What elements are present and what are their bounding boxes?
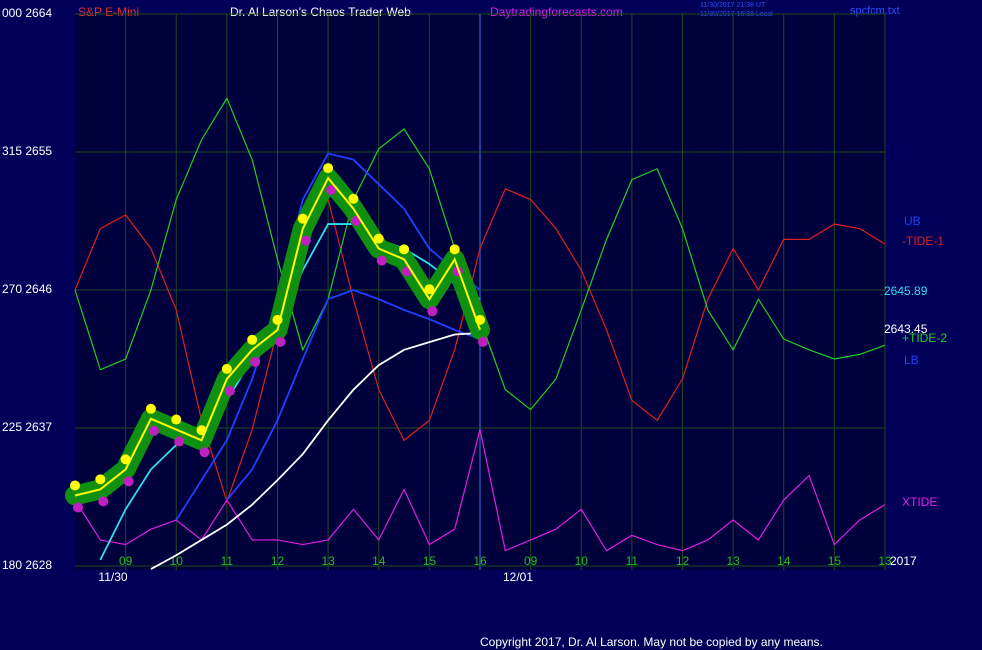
price-low-dot	[427, 306, 438, 317]
year-label: 2017	[890, 554, 917, 568]
price-dot	[373, 233, 384, 244]
x-tick-label: 12	[271, 554, 285, 568]
price-dot	[272, 314, 283, 325]
price-dot	[449, 244, 460, 255]
value-label: 2645.89	[884, 284, 928, 298]
price-low-dot	[250, 356, 261, 367]
legend-label: +TIDE-2	[902, 331, 947, 345]
x-tick-label: 13	[878, 554, 892, 568]
price-dot	[196, 425, 207, 436]
series-line	[74, 188, 886, 504]
y-tick-label: 000 2664	[2, 6, 52, 20]
series-line	[226, 289, 481, 501]
series-line	[175, 152, 481, 521]
legend-label: XTIDE	[902, 495, 937, 509]
x-tick-label: 13	[321, 554, 335, 568]
x-tick-label: 16	[473, 554, 487, 568]
price-low-dot	[199, 447, 210, 458]
file-name: spcfcm.txt	[850, 5, 900, 17]
price-low-dot	[148, 425, 159, 436]
y-tick-label: 315 2655	[2, 144, 52, 158]
price-dot	[221, 363, 232, 374]
price-dot	[475, 314, 485, 325]
y-tick-label: 180 2628	[2, 558, 52, 572]
price-dot	[323, 163, 334, 174]
price-dot	[145, 403, 156, 414]
legend-label: UB	[904, 214, 921, 228]
x-tick-label: 11	[626, 554, 639, 568]
price-low-dot	[478, 336, 488, 347]
price-low-dot	[123, 476, 134, 487]
price-low-dot	[174, 436, 185, 447]
price-low-dot	[300, 235, 311, 246]
x-tick-label: 12	[676, 554, 690, 568]
price-dot	[120, 454, 131, 465]
series-line	[74, 176, 481, 497]
price-low-dot	[73, 502, 83, 513]
y-tick-label: 270 2646	[2, 282, 52, 296]
stamp: 11/30/2017 21:38 UT	[700, 2, 766, 9]
value-label: 2643.45	[884, 322, 928, 336]
x-tick-label: 09	[119, 554, 133, 568]
price-low-dot	[275, 336, 286, 347]
price-dot	[171, 414, 182, 425]
price-dot	[297, 213, 308, 224]
x-tick-label: 14	[777, 554, 791, 568]
x-tick-label: 14	[372, 554, 386, 568]
x-tick-label: 15	[423, 554, 437, 568]
price-dot	[70, 480, 80, 491]
x-tick-label: 13	[726, 554, 740, 568]
date-label: 11/30	[98, 570, 127, 584]
price-dot	[247, 334, 258, 345]
legend-label: -TIDE-1	[902, 234, 944, 248]
price-dot	[399, 244, 410, 255]
x-tick-label: 09	[524, 554, 538, 568]
price-low-dot	[98, 496, 109, 507]
price-low-dot	[326, 185, 337, 196]
site: Daytradingforecasts.com	[490, 5, 623, 19]
x-tick-label: 10	[575, 554, 589, 568]
price-dot	[348, 193, 359, 204]
x-tick-label: 11	[221, 554, 234, 568]
price-low-dot	[224, 385, 235, 396]
legend-label: LB	[904, 353, 919, 367]
price-dot	[424, 284, 435, 295]
x-tick-label: 10	[170, 554, 184, 568]
price-low-dot	[376, 255, 387, 266]
series-line	[150, 332, 481, 570]
chart-title: Dr. Al Larson's Chaos Trader Web	[230, 5, 411, 19]
y-tick-label: 225 2637	[2, 420, 52, 434]
date-label: 12/01	[503, 570, 533, 584]
x-tick-label: 15	[828, 554, 842, 568]
symbol: S&P E-Mini	[78, 5, 139, 19]
price-dot	[95, 474, 106, 485]
copyright: Copyright 2017, Dr. Al Larson. May not b…	[480, 635, 823, 649]
series-line	[74, 429, 886, 552]
